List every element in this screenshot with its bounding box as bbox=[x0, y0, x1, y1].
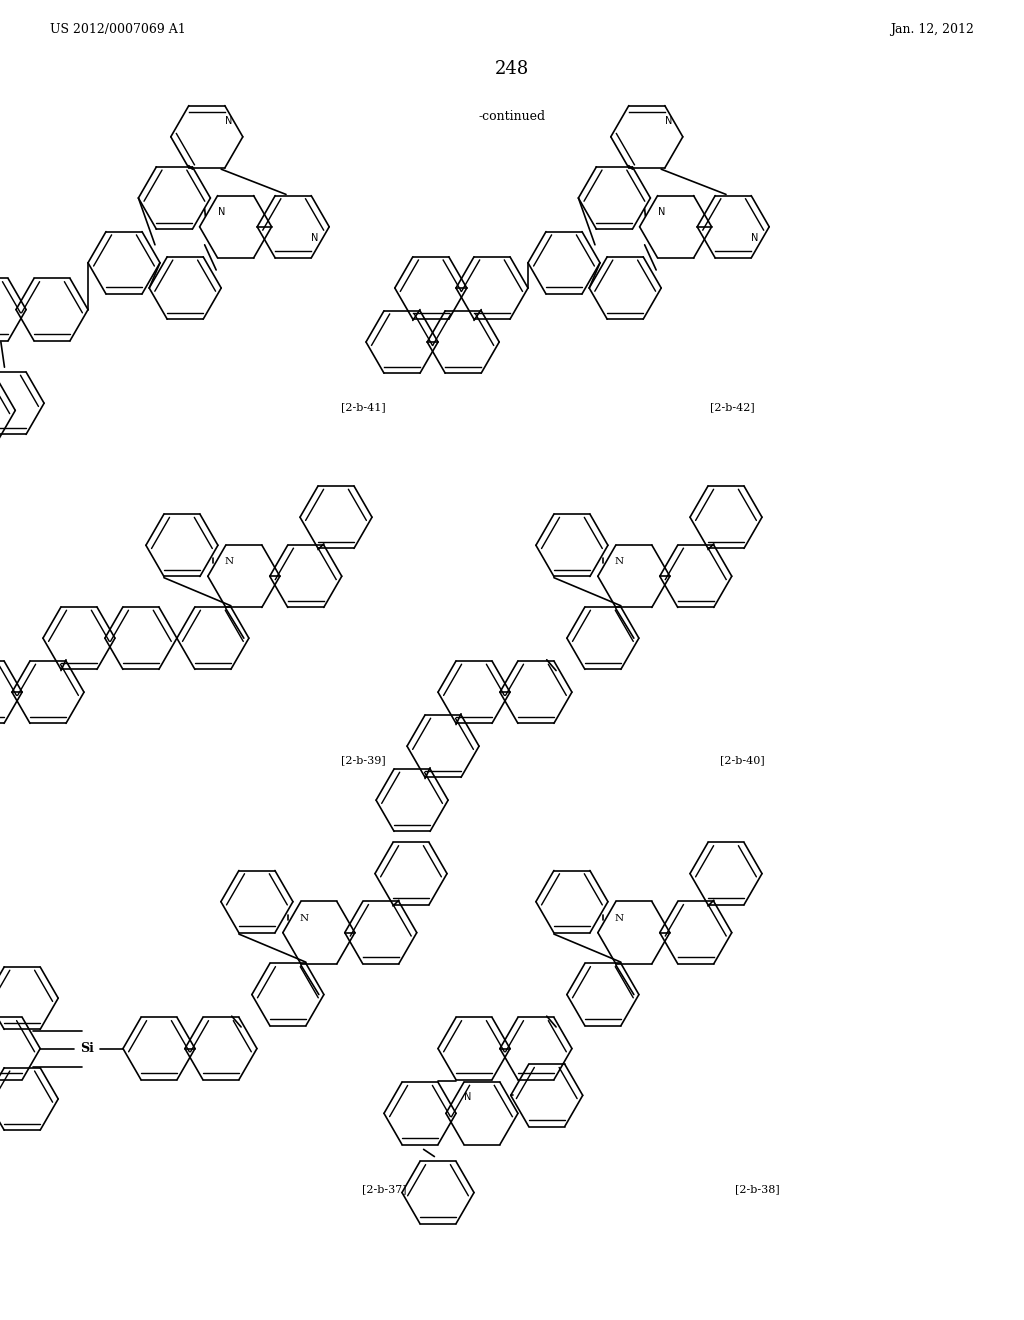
Text: N: N bbox=[614, 557, 624, 566]
Text: Jan. 12, 2012: Jan. 12, 2012 bbox=[890, 22, 974, 36]
Text: N: N bbox=[224, 116, 232, 125]
Text: [2-b-40]: [2-b-40] bbox=[720, 755, 765, 766]
Text: US 2012/0007069 A1: US 2012/0007069 A1 bbox=[50, 22, 185, 36]
Text: [2-b-42]: [2-b-42] bbox=[710, 403, 755, 413]
Text: N: N bbox=[300, 913, 309, 923]
Text: N: N bbox=[614, 913, 624, 923]
Text: N: N bbox=[464, 1092, 471, 1102]
Text: [2-b-38]: [2-b-38] bbox=[735, 1184, 780, 1195]
Text: [2-b-41]: [2-b-41] bbox=[341, 403, 386, 413]
Text: 248: 248 bbox=[495, 59, 529, 78]
Text: [2-b-37]: [2-b-37] bbox=[361, 1184, 407, 1195]
Text: N: N bbox=[217, 207, 225, 218]
Text: N: N bbox=[665, 116, 672, 125]
Text: N: N bbox=[225, 557, 234, 566]
Text: N: N bbox=[657, 207, 665, 218]
Text: N: N bbox=[752, 232, 759, 243]
Text: N: N bbox=[311, 232, 318, 243]
Text: [2-b-39]: [2-b-39] bbox=[341, 755, 386, 766]
Text: -continued: -continued bbox=[478, 110, 546, 123]
Text: Si: Si bbox=[80, 1041, 94, 1055]
